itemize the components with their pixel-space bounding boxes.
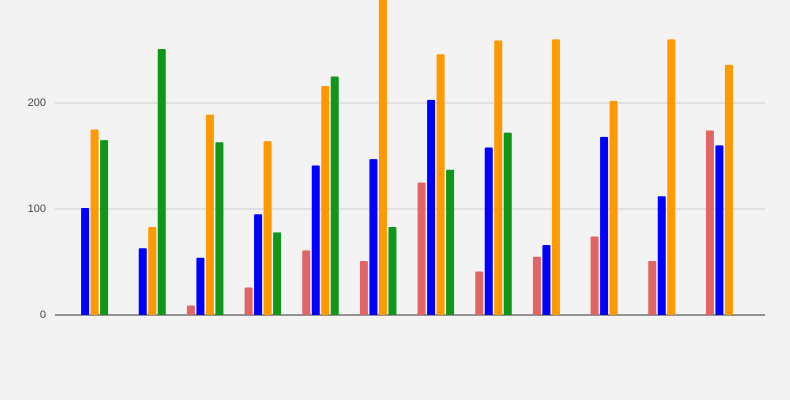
bar (715, 145, 724, 315)
bar (263, 141, 272, 315)
bar (551, 39, 560, 316)
bar (532, 256, 541, 315)
bar (215, 142, 224, 315)
bar (244, 287, 253, 315)
bar (427, 99, 436, 315)
bar (100, 140, 109, 315)
bar (609, 100, 618, 315)
bar (321, 86, 330, 315)
bar (81, 207, 90, 315)
bar (657, 196, 666, 315)
bar (90, 129, 99, 315)
bar (148, 227, 157, 315)
bar (484, 147, 493, 315)
bar (369, 159, 378, 315)
bar (705, 130, 714, 315)
y-tick-label: 200 (28, 97, 46, 109)
bar (503, 132, 512, 315)
bar (302, 250, 311, 315)
bar (311, 165, 320, 315)
bar (186, 305, 195, 315)
bar (494, 40, 503, 316)
bar (600, 136, 609, 315)
bar (359, 260, 368, 315)
bar (446, 169, 455, 315)
bar (157, 48, 166, 315)
y-tick-label: 300 (28, 0, 46, 3)
bar (138, 248, 147, 315)
bar (724, 64, 733, 315)
bar (205, 114, 214, 315)
bar (273, 232, 282, 315)
bar (254, 214, 263, 315)
bar (475, 271, 484, 315)
bar (330, 76, 339, 315)
bar (542, 245, 551, 315)
bar (436, 54, 445, 316)
bar (648, 260, 657, 315)
bar (590, 236, 599, 315)
y-tick-label: 0 (40, 309, 46, 321)
bar (196, 257, 205, 315)
y-tick-label: 100 (28, 203, 46, 215)
bar (417, 182, 426, 315)
bar (378, 0, 387, 315)
bar (667, 39, 676, 316)
bar (388, 227, 397, 315)
